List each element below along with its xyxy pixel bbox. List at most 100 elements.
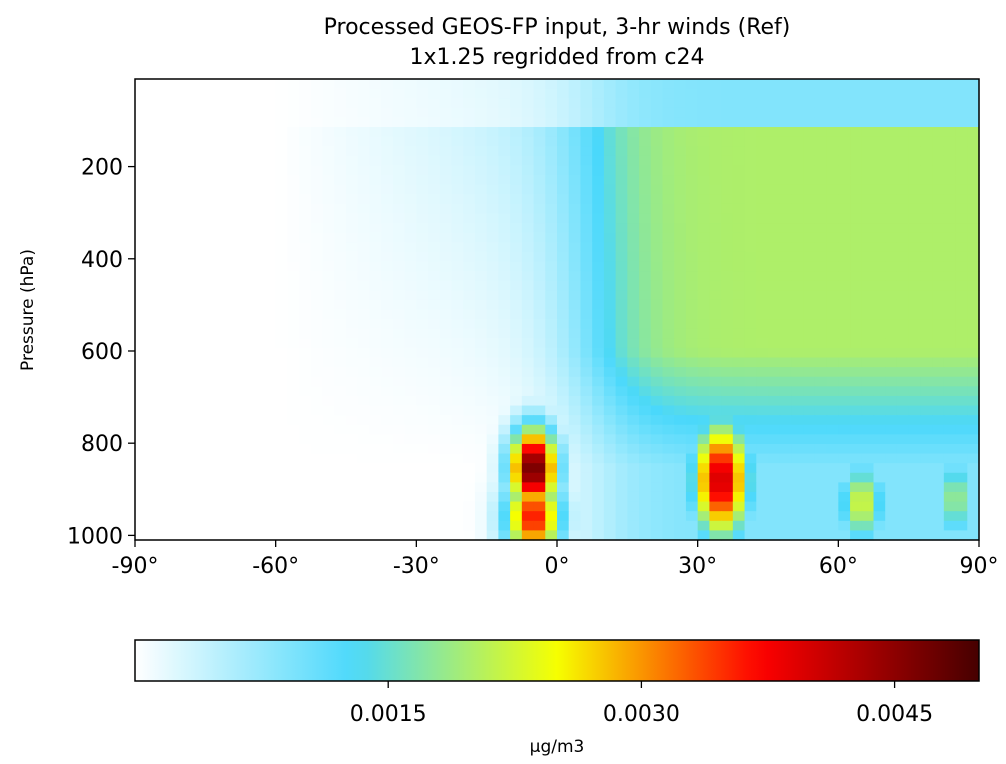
heatmap-cell (662, 443, 675, 455)
heatmap-cell (967, 223, 980, 234)
heatmap-cell (744, 280, 757, 291)
heatmap-cell (240, 271, 253, 282)
heatmap-cell (744, 386, 757, 397)
heatmap-cell (310, 405, 324, 416)
heatmap-cell (474, 511, 488, 522)
heatmap-cell (474, 386, 488, 397)
heatmap-cell (545, 530, 558, 541)
heatmap-cell (768, 530, 781, 541)
heatmap-cell (486, 107, 499, 119)
heatmap-cell (310, 127, 324, 138)
heatmap-cell (615, 261, 628, 272)
heatmap-cell (275, 386, 288, 397)
heatmap-cell (240, 165, 253, 176)
heatmap-cell (463, 511, 476, 522)
heatmap-cell (287, 511, 300, 522)
heatmap-cell (873, 491, 886, 503)
heatmap-cell (967, 482, 980, 493)
heatmap-cell (205, 223, 218, 234)
heatmap-cell (744, 347, 757, 359)
heatmap-cell (744, 165, 757, 176)
heatmap-cell (287, 328, 300, 339)
heatmap-cell (908, 463, 921, 474)
heatmap-cell (627, 242, 640, 253)
heatmap-cell (756, 184, 769, 195)
heatmap-cell (850, 271, 863, 282)
heatmap-cell (627, 88, 640, 99)
heatmap-cell (850, 319, 863, 330)
heatmap-cell (896, 357, 910, 368)
heatmap-cell (814, 261, 828, 272)
heatmap-cell (240, 501, 253, 512)
heatmap-cell (135, 88, 148, 99)
heatmap-cell (861, 175, 875, 186)
heatmap-cell (744, 88, 757, 99)
heatmap-cell (803, 501, 816, 512)
heatmap-cell (181, 223, 195, 234)
heatmap-cell (369, 155, 382, 167)
heatmap-cell (896, 443, 910, 455)
heatmap-cell (592, 347, 605, 359)
heatmap-cell (217, 232, 230, 243)
heatmap-cell (685, 434, 699, 445)
heatmap-cell (521, 98, 535, 109)
heatmap-cell (533, 146, 546, 157)
heatmap-cell (885, 472, 898, 483)
heatmap-cell (193, 242, 206, 253)
heatmap-cell (263, 395, 277, 407)
heatmap-cell (603, 165, 617, 176)
heatmap-cell (592, 520, 605, 531)
heatmap-cell (545, 107, 558, 119)
heatmap-cell (381, 127, 394, 138)
heatmap-cell (463, 184, 476, 195)
heatmap-cell (135, 463, 148, 474)
heatmap-cell (685, 194, 699, 205)
heatmap-cell (803, 261, 816, 272)
heatmap-cell (697, 146, 710, 157)
heatmap-cell (744, 463, 757, 474)
heatmap-cell (275, 376, 288, 387)
heatmap-cell (463, 290, 476, 301)
heatmap-cell (228, 213, 242, 224)
heatmap-cell (193, 357, 206, 368)
heatmap-cell (205, 367, 218, 378)
heatmap-cell (557, 271, 570, 282)
heatmap-cell (662, 376, 675, 387)
heatmap-cell (170, 319, 183, 330)
heatmap-cell (932, 434, 945, 445)
heatmap-cell (697, 242, 710, 253)
heatmap-cell (146, 491, 160, 503)
heatmap-cell (896, 136, 910, 147)
heatmap-cell (943, 520, 957, 531)
heatmap-cell (568, 386, 582, 397)
heatmap-cell (850, 88, 863, 99)
heatmap-cell (263, 165, 277, 176)
heatmap-cell (498, 511, 511, 522)
heatmap-cell (697, 155, 710, 167)
heatmap-cell (193, 520, 206, 531)
heatmap-cell (580, 194, 593, 205)
heatmap-cell (428, 251, 441, 263)
heatmap-cell (252, 184, 265, 195)
heatmap-cell (674, 530, 687, 541)
heatmap-cell (346, 357, 359, 368)
heatmap-cell (205, 376, 218, 387)
heatmap-cell (639, 520, 652, 531)
heatmap-cell (428, 194, 441, 205)
heatmap-cell (170, 290, 183, 301)
heatmap-cell (967, 232, 980, 243)
heatmap-cell (814, 203, 828, 215)
heatmap-cell (850, 347, 863, 359)
heatmap-cell (768, 175, 781, 186)
heatmap-cell (650, 501, 664, 512)
heatmap-cell (603, 319, 617, 330)
heatmap-cell (463, 242, 476, 253)
heatmap-cell (521, 530, 535, 541)
heatmap-cell (896, 232, 910, 243)
heatmap-cell (369, 367, 382, 378)
heatmap-cell (498, 223, 511, 234)
heatmap-cell (486, 415, 499, 426)
heatmap-cell (709, 299, 722, 311)
heatmap-cell (533, 511, 546, 522)
heatmap-cell (369, 184, 382, 195)
